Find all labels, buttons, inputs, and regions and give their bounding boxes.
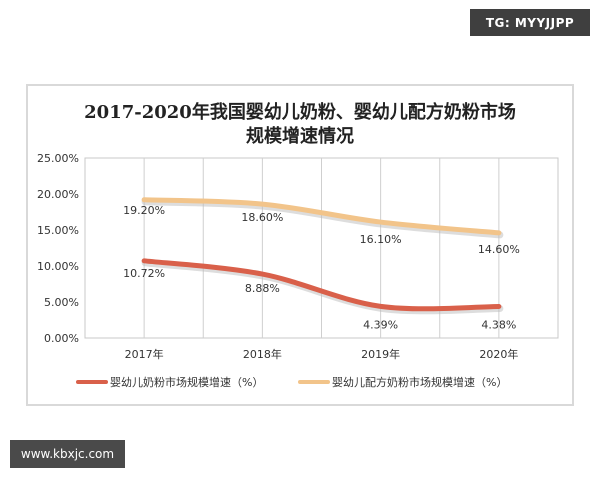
data-label: 4.39% (363, 318, 398, 331)
series-line (141, 258, 502, 312)
legend-label: 婴幼儿配方奶粉市场规模增速（%） (332, 375, 507, 389)
data-label: 14.60% (478, 243, 520, 256)
watermark-top: TG: MYYJJPP (470, 9, 590, 36)
data-label: 4.38% (481, 318, 516, 331)
x-tick-label: 2019年 (361, 347, 400, 361)
data-label: 19.20% (123, 204, 165, 217)
data-label: 18.60% (241, 211, 283, 224)
chart-title: 规模增速情况 (246, 125, 354, 147)
y-tick-label: 5.00% (44, 296, 79, 309)
x-tick-label: 2018年 (243, 347, 282, 361)
x-tick-label: 2020年 (479, 347, 518, 361)
data-label: 16.10% (360, 233, 402, 246)
y-tick-label: 20.00% (37, 188, 79, 201)
legend-label: 婴幼儿奶粉市场规模增速（%） (110, 375, 263, 389)
chart-title: 2017-2020年我国婴幼儿奶粉、婴幼儿配方奶粉市场 (84, 101, 516, 123)
series-line (141, 197, 502, 236)
watermark-bottom: www.kbxjc.com (10, 440, 125, 468)
y-tick-label: 0.00% (44, 332, 79, 345)
chart-frame (26, 84, 574, 406)
y-tick-label: 10.00% (37, 260, 79, 273)
data-label: 10.72% (123, 267, 165, 280)
data-label: 8.88% (245, 282, 280, 295)
y-tick-label: 15.00% (37, 224, 79, 237)
y-tick-label: 25.00% (37, 152, 79, 165)
x-tick-label: 2017年 (125, 347, 164, 361)
series-shadow (141, 259, 504, 315)
